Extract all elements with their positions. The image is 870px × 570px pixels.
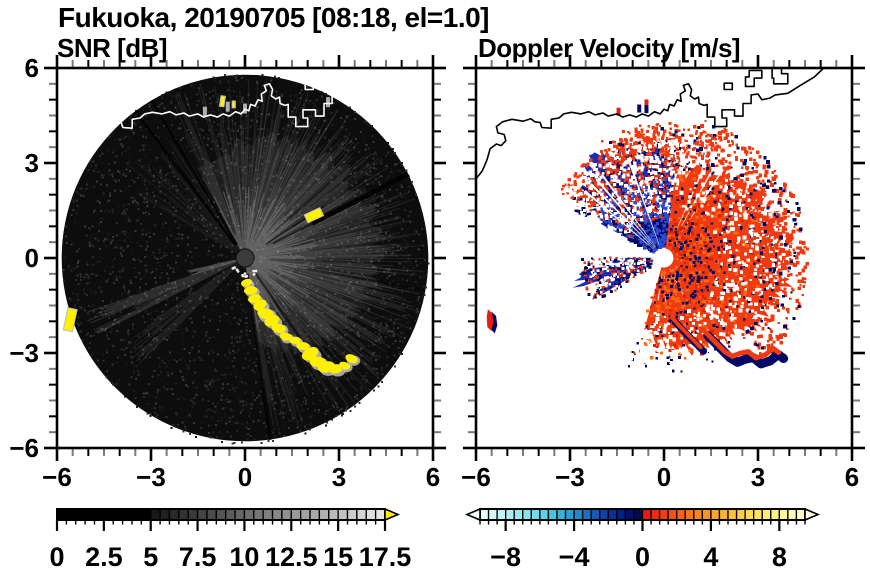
svg-text:3: 3 [332,462,346,492]
svg-text:−8: −8 [490,542,521,570]
velocity-panel-content [476,68,825,387]
svg-text:0: 0 [49,542,64,570]
svg-text:7.5: 7.5 [179,542,217,570]
svg-text:−3: −3 [555,462,585,492]
svg-text:5: 5 [143,542,158,570]
svg-text:6: 6 [426,462,440,492]
svg-text:4: 4 [703,542,718,570]
snr-axes: −6−6 −3 −3 0 0 3 3 6 6 [9,53,446,492]
svg-text:2.5: 2.5 [85,542,123,570]
velocity-colorbar: −8 −4 0 4 8 [464,507,821,570]
svg-text:0: 0 [657,462,671,492]
svg-text:−4: −4 [559,542,590,570]
svg-text:10: 10 [229,542,259,570]
svg-text:15: 15 [323,542,353,570]
svg-text:3: 3 [25,148,39,178]
snr-panel-title: SNR [dB] [57,33,168,63]
svg-text:6: 6 [845,462,859,492]
svg-text:−3: −3 [9,338,39,368]
svg-text:3: 3 [751,462,765,492]
velocity-axes: −6 −3 0 3 6 [461,55,865,492]
figure-title: Fukuoka, 20190705 [08:18, el=1.0] [58,2,490,33]
snr-panel-content [57,68,430,445]
svg-text:−6: −6 [9,433,39,463]
svg-text:6: 6 [25,53,39,83]
svg-text:17.5: 17.5 [359,542,412,570]
svg-text:−6: −6 [461,462,491,492]
snr-colorbar: 0 2.5 5 7.5 10 12.5 15 17.5 [49,507,412,570]
svg-text:12.5: 12.5 [265,542,318,570]
svg-text:0: 0 [635,542,650,570]
svg-text:0: 0 [25,243,39,273]
svg-text:−3: −3 [136,462,166,492]
velocity-panel-title: Doppler Velocity [m/s] [478,33,741,63]
svg-text:0: 0 [238,462,252,492]
svg-text:−6: −6 [42,462,72,492]
svg-text:8: 8 [772,542,787,570]
